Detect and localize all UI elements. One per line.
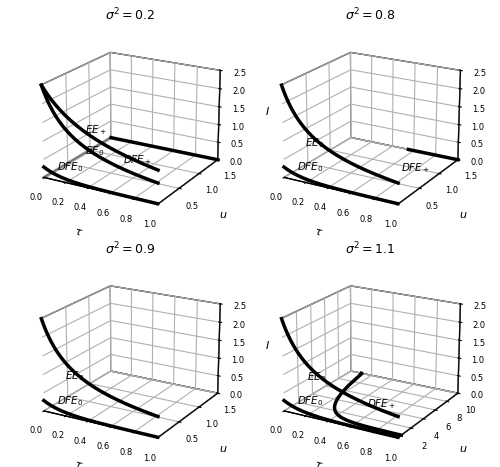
X-axis label: $\tau$: $\tau$ xyxy=(74,459,84,467)
X-axis label: $\tau$: $\tau$ xyxy=(314,226,324,238)
Y-axis label: $u$: $u$ xyxy=(218,210,228,220)
Title: $\sigma^2 = 0.9$: $\sigma^2 = 0.9$ xyxy=(104,241,155,257)
Title: $\sigma^2 = 0.2$: $\sigma^2 = 0.2$ xyxy=(105,7,154,23)
Title: $\sigma^2 = 0.8$: $\sigma^2 = 0.8$ xyxy=(345,7,396,23)
X-axis label: $\tau$: $\tau$ xyxy=(314,459,324,467)
X-axis label: $\tau$: $\tau$ xyxy=(74,226,84,238)
Y-axis label: $u$: $u$ xyxy=(459,444,468,453)
Y-axis label: $u$: $u$ xyxy=(218,444,228,453)
Title: $\sigma^2 = 1.1$: $\sigma^2 = 1.1$ xyxy=(345,241,396,257)
Y-axis label: $u$: $u$ xyxy=(459,210,468,220)
